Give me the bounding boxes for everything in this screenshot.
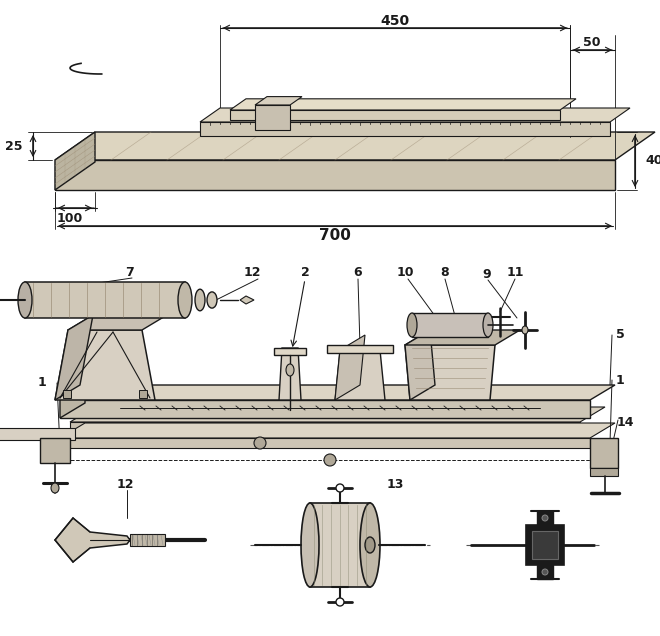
Bar <box>40 438 70 463</box>
Ellipse shape <box>301 503 319 587</box>
Text: 9: 9 <box>482 268 491 282</box>
Polygon shape <box>60 438 590 448</box>
Polygon shape <box>70 407 605 422</box>
Bar <box>590 438 618 468</box>
Polygon shape <box>327 345 393 353</box>
Text: 25: 25 <box>5 139 23 153</box>
Text: 700: 700 <box>319 228 351 244</box>
Ellipse shape <box>51 483 59 493</box>
Ellipse shape <box>522 326 528 334</box>
Text: 6: 6 <box>354 266 362 279</box>
Polygon shape <box>405 330 435 400</box>
Polygon shape <box>55 330 155 400</box>
Ellipse shape <box>178 282 192 318</box>
Polygon shape <box>279 348 301 400</box>
Text: 100: 100 <box>57 212 83 225</box>
Polygon shape <box>200 122 610 136</box>
Circle shape <box>336 598 344 606</box>
Polygon shape <box>60 400 590 418</box>
Polygon shape <box>240 296 254 304</box>
Polygon shape <box>255 97 302 105</box>
Text: 1: 1 <box>616 373 624 387</box>
Circle shape <box>542 515 548 521</box>
Ellipse shape <box>18 282 32 318</box>
Polygon shape <box>60 423 615 438</box>
Polygon shape <box>55 132 95 190</box>
Text: 4: 4 <box>211 406 219 420</box>
Text: 1: 1 <box>38 377 46 389</box>
Ellipse shape <box>286 364 294 376</box>
Text: 5: 5 <box>616 329 624 342</box>
Text: 12: 12 <box>116 478 134 492</box>
Circle shape <box>336 484 344 492</box>
Text: 13: 13 <box>386 478 404 492</box>
Polygon shape <box>405 330 520 345</box>
Ellipse shape <box>365 537 375 553</box>
Polygon shape <box>0 428 75 440</box>
Polygon shape <box>55 132 655 160</box>
Circle shape <box>254 437 266 449</box>
Circle shape <box>324 454 336 466</box>
Polygon shape <box>70 422 580 434</box>
Text: 7: 7 <box>125 266 135 279</box>
Polygon shape <box>200 108 630 122</box>
Polygon shape <box>335 335 365 400</box>
Polygon shape <box>55 315 93 400</box>
Text: 2: 2 <box>300 266 310 279</box>
Ellipse shape <box>407 313 417 337</box>
Polygon shape <box>60 385 615 400</box>
Text: 12: 12 <box>236 113 253 127</box>
Text: 450: 450 <box>380 14 410 28</box>
Polygon shape <box>274 348 306 355</box>
Text: 14: 14 <box>616 417 634 429</box>
Ellipse shape <box>360 503 380 587</box>
Text: 8: 8 <box>441 266 449 279</box>
Bar <box>532 531 558 559</box>
Polygon shape <box>335 350 385 400</box>
Bar <box>537 511 553 525</box>
Bar <box>526 525 564 565</box>
Bar <box>590 468 618 476</box>
Bar <box>537 565 553 579</box>
Text: 10: 10 <box>396 266 414 279</box>
Polygon shape <box>60 385 85 418</box>
Polygon shape <box>255 105 290 130</box>
Polygon shape <box>230 110 560 120</box>
Ellipse shape <box>207 292 217 308</box>
Bar <box>139 390 147 398</box>
Bar <box>130 534 165 546</box>
Text: 3: 3 <box>244 406 252 420</box>
Polygon shape <box>230 99 576 110</box>
Text: 12: 12 <box>244 266 261 279</box>
Polygon shape <box>412 313 488 337</box>
Polygon shape <box>405 345 495 400</box>
Text: 50: 50 <box>583 36 601 50</box>
Polygon shape <box>55 160 615 190</box>
Text: 40: 40 <box>645 155 660 167</box>
Bar <box>63 390 71 398</box>
Polygon shape <box>310 503 370 587</box>
Polygon shape <box>25 282 185 318</box>
Text: 11: 11 <box>506 266 524 279</box>
Polygon shape <box>68 315 167 330</box>
Ellipse shape <box>195 289 205 311</box>
Polygon shape <box>55 518 130 562</box>
Ellipse shape <box>483 313 493 337</box>
Circle shape <box>542 569 548 575</box>
